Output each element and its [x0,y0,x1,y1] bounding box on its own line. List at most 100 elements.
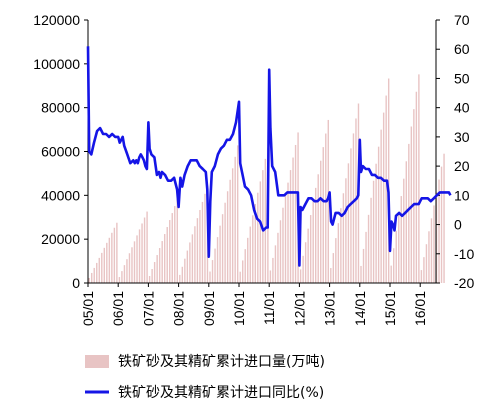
legend-bar-swatch [85,355,109,368]
bar [101,252,103,283]
bar [138,229,141,283]
bar [171,213,173,283]
bar [242,260,244,283]
bar [176,199,178,283]
bar [226,191,229,283]
bar [148,276,151,283]
bar [284,195,287,283]
bar [430,218,433,283]
bar [247,237,249,283]
right-y-tick-label: 60 [454,41,470,57]
bar [156,255,158,283]
bar [418,74,420,283]
bar [239,271,241,283]
bar [221,214,224,283]
bar [337,223,340,283]
bar [423,257,425,283]
x-tick-label: 11/01 [261,291,277,325]
right-y-tick-label: 50 [454,70,470,86]
bar [116,222,118,283]
bar [151,269,153,283]
bar [309,215,312,283]
bar [393,248,395,283]
right-y-tick-label: 70 [454,12,470,28]
right-y-tick-label: -20 [454,275,474,291]
left-y-tick-label: 0 [72,275,80,291]
bar [126,259,128,283]
bar [433,205,435,283]
bar [325,133,327,283]
x-tick-label: 15/01 [382,291,398,326]
x-tick-label: 08/01 [171,291,187,326]
bar [254,203,256,283]
bar [252,215,254,283]
bar [302,255,304,283]
bar [216,237,219,283]
legend-line-label: 铁矿砂及其精矿累计进口同比(%) [118,385,324,401]
bar [199,210,201,283]
bar [335,238,337,283]
bar [428,231,430,283]
bar [224,202,226,283]
bar [118,277,121,283]
bar [91,272,93,283]
bar [113,227,116,283]
bar [327,119,329,283]
right-y-tick-label: -10 [454,246,474,262]
bar [133,241,136,283]
bar [93,267,95,283]
bar [408,143,410,283]
bar [279,220,282,283]
left-y-tick-label: 100000 [33,56,80,72]
bar [403,178,405,283]
x-tick-label: 07/01 [140,291,156,326]
bar [387,78,390,283]
bar [443,153,445,283]
bar [231,168,234,283]
bar [194,226,196,283]
bar [108,237,111,283]
bar [322,147,324,283]
bar [181,266,184,283]
bar [375,163,377,283]
x-tick-label: 13/01 [322,291,338,326]
x-tick-label: 06/01 [110,291,126,326]
bar [299,269,302,283]
legend: 铁矿砂及其精矿累计进口量(万吨) 铁矿砂及其精矿累计进口同比(%) [85,354,325,401]
bar [236,145,239,283]
right-y-tick-label: 40 [454,100,470,116]
bar [405,161,407,283]
bar [259,181,262,283]
bar [106,242,108,283]
bar [264,158,267,283]
bar [385,95,387,283]
bar [347,163,350,283]
bar [123,265,126,283]
bar [317,174,319,283]
bar [136,235,138,283]
bar [390,265,392,283]
bar [282,207,284,283]
bar [292,157,294,283]
x-tick-label: 09/01 [201,291,217,326]
yoy-line [86,46,452,267]
bar [111,232,113,283]
x-tick-label: 05/01 [80,291,96,326]
bar [161,241,163,283]
bar [189,242,191,283]
bar [294,144,297,283]
bar [174,206,176,283]
right-y-tick-label: 30 [454,129,470,145]
bar [179,274,181,283]
right-y-tick-label: 10 [454,187,470,203]
x-tick-label: 16/01 [412,291,428,326]
bar [345,178,347,283]
bar [196,218,199,283]
left-y-tick-label: 20000 [41,231,80,247]
bar [372,180,375,283]
bar [98,257,100,283]
left-y-tick-label: 120000 [33,12,80,28]
bar [143,217,146,283]
bar [146,211,148,283]
bar [362,248,365,283]
